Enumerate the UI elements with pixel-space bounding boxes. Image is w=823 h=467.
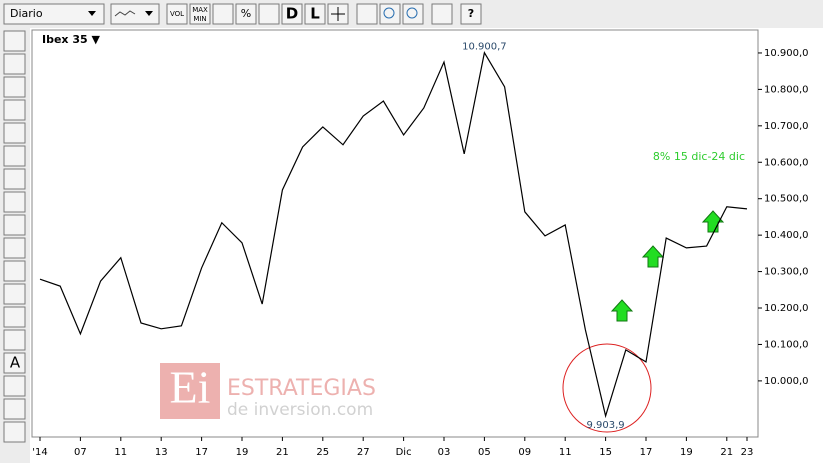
x-tick-label: 09: [518, 447, 531, 458]
x-tick-label: 11: [114, 447, 127, 458]
y-tick-label: 10.000,0: [764, 376, 809, 387]
watermark: Ei ESTRATEGIAS de inversion.com: [160, 362, 376, 420]
x-tick-label: 19: [680, 447, 693, 458]
watermark-logo-box: [160, 363, 220, 419]
side-tool-button[interactable]: [3, 122, 26, 144]
zoom-in-button[interactable]: [402, 3, 424, 25]
side-tool-button[interactable]: [3, 260, 26, 282]
value-label: 10.900,7: [462, 42, 507, 53]
side-tool-button[interactable]: [3, 214, 26, 236]
vol-button[interactable]: [166, 3, 188, 25]
x-tick-label: 27: [357, 447, 370, 458]
x-tick-label: 25: [316, 447, 329, 458]
chart-title: Ibex 35 ▼: [42, 33, 100, 46]
x-tick-label: 05: [478, 447, 491, 458]
y-tick-label: 10.600,0: [764, 157, 809, 168]
x-tick-label: 15: [599, 447, 612, 458]
side-tool-button[interactable]: [3, 237, 26, 259]
x-tick-label: 21: [720, 447, 733, 458]
print-button[interactable]: [431, 3, 453, 25]
x-tick-label: 03: [438, 447, 451, 458]
side-tool-button[interactable]: [3, 76, 26, 98]
period-text: Diario: [10, 7, 43, 20]
x-tick-label: 07: [74, 447, 87, 458]
grid-button[interactable]: [212, 3, 234, 25]
side-tool-button[interactable]: [3, 145, 26, 167]
side-tool-button[interactable]: [3, 168, 26, 190]
side-tool-button[interactable]: [3, 191, 26, 213]
crosshair-icon: [331, 7, 345, 21]
x-tick-label: 19: [236, 447, 249, 458]
plot-area: [31, 29, 759, 438]
x-tick-label: 17: [195, 447, 208, 458]
value-label: 9.903,9: [587, 420, 625, 431]
side-tool-button[interactable]: [3, 99, 26, 121]
side-tool-button[interactable]: [3, 329, 26, 351]
side-tool-button[interactable]: [3, 398, 26, 420]
text-tool-label: A: [10, 354, 21, 372]
annotation: 8% 15 dic-24 dic: [653, 150, 745, 163]
dropdown-arrow: [145, 11, 153, 16]
x-tick-label: '14: [32, 447, 47, 458]
side-tool-button[interactable]: [3, 30, 26, 52]
button-text: VOL: [170, 10, 184, 18]
line-icon: [114, 10, 136, 17]
side-tool-button[interactable]: [3, 53, 26, 75]
up-arrow-icon: [610, 210, 725, 322]
period-dropdown[interactable]: [3, 3, 105, 25]
y-tick-label: 10.400,0: [764, 230, 809, 241]
x-tick-label: 21: [276, 447, 289, 458]
chart-style-button[interactable]: [258, 3, 280, 25]
side-tool-button[interactable]: [3, 421, 26, 443]
dropdown-arrow: [88, 11, 96, 16]
zoom-icon: [406, 7, 418, 19]
button-text: MAX: [192, 6, 208, 14]
x-tick-label: 17: [640, 447, 653, 458]
help-button[interactable]: [460, 3, 482, 25]
button-text: MIN: [193, 15, 206, 23]
percent-button[interactable]: [235, 3, 257, 25]
y-tick-label: 10.900,0: [764, 48, 809, 59]
maxmin-button[interactable]: [189, 3, 211, 25]
y-tick-label: 10.800,0: [764, 84, 809, 95]
x-tick-label: 11: [559, 447, 572, 458]
watermark-logo: Ei: [170, 362, 211, 413]
side-tool-button[interactable]: [3, 375, 26, 397]
y-tick-label: 10.200,0: [764, 303, 809, 314]
side-tool-button[interactable]: [3, 352, 26, 374]
zoom-out-button[interactable]: [379, 3, 401, 25]
zoom-fit-button[interactable]: [356, 3, 378, 25]
highlight-circle: [562, 343, 652, 433]
watermark-line2: de inversion.com: [227, 400, 373, 420]
y-tick-label: 10.100,0: [764, 339, 809, 350]
button-text: %: [241, 7, 251, 20]
d-button[interactable]: [281, 3, 303, 25]
button-text: ?: [468, 7, 474, 20]
x-tick-label: Dic: [396, 447, 412, 458]
button-text: L: [310, 5, 320, 23]
side-tool-button[interactable]: [3, 283, 26, 305]
y-tick-label: 10.500,0: [764, 194, 809, 205]
zoom-icon: [383, 7, 395, 19]
y-tick-label: 10.300,0: [764, 267, 809, 278]
x-tick-label: 13: [155, 447, 168, 458]
price-line: [39, 51, 748, 419]
side-tools: [3, 30, 26, 443]
watermark-line1: ESTRATEGIAS: [227, 376, 376, 401]
y-tick-label: 10.700,0: [764, 121, 809, 132]
side-tool-button[interactable]: [3, 306, 26, 328]
x-tick-label: 23: [741, 447, 754, 458]
l-button[interactable]: [304, 3, 326, 25]
button-text: D: [286, 5, 298, 23]
